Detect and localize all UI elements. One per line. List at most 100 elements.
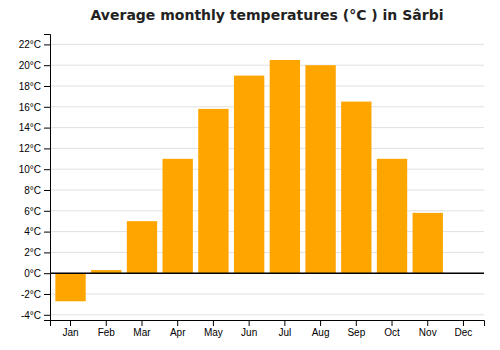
grid-line [50,273,484,274]
grid-line [50,44,484,45]
bar [198,109,228,273]
x-tick: Sep [347,320,365,338]
grid-line [50,86,484,87]
y-axis: -4°C -2°C 0°C 2°C 4°C 6°C 8°C 10°C 12°C 14°C 16°C 1… [19,35,51,321]
title: Average monthly temperatures (°C ) in Sâ… [91,7,444,23]
grid-line [50,148,484,149]
x-tick-mark [249,320,250,326]
x-tick-mark [106,320,107,326]
bar [234,76,264,274]
y-tick: 8°C [24,185,50,196]
x-tick-mark [284,320,285,326]
y-tick-label: 2°C [24,247,41,258]
x-tick-label: May [204,327,223,338]
x-tick-label: Feb [98,327,116,338]
y-tick-mark [44,128,50,129]
y-tick-mark [44,65,50,66]
y-axis-line [44,35,51,321]
grid-line [50,190,484,191]
grid-line [50,169,484,170]
y-tick-label: 20°C [19,60,41,71]
y-tick-label: 4°C [24,226,41,237]
y-tick-mark [44,190,50,191]
x-tick: Aug [312,320,330,338]
y-tick: 16°C [19,102,50,113]
y-tick-label: 14°C [19,122,41,133]
x-tick-mark [213,320,214,326]
y-tick: 20°C [19,60,50,71]
x-tick: May [204,320,223,338]
x-tick-label: Dec [455,327,473,338]
y-tick: 18°C [19,81,50,92]
x-tick: Dec [455,320,473,338]
y-tick-label: -2°C [21,289,41,300]
x-tick-mark [320,320,321,326]
y-tick: -2°C [21,289,50,300]
x-tick-mark [177,320,178,326]
y-tick-label: -4°C [21,310,41,321]
y-tick-label: 6°C [24,206,41,217]
x-tick-label: Jun [241,327,257,338]
y-tick-mark [44,211,50,212]
grid-line [50,65,484,66]
x-tick: Mar [133,320,151,338]
x-tick: Oct [384,320,400,338]
x-tick-mark [141,320,142,326]
grid-line [50,294,484,295]
plot-area: -4°C -2°C 0°C 2°C 4°C 6°C 8°C 10°C 12°C 14°C 16°C 1… [19,35,485,339]
x-tick: Jan [62,320,78,338]
y-tick-label: 12°C [19,143,41,154]
y-tick: 2°C [24,247,50,258]
x-tick-label: Apr [170,327,186,338]
y-tick-mark [44,294,50,295]
grid-line [50,127,484,128]
bar [413,213,443,273]
grid-line [50,210,484,211]
y-tick: 14°C [19,122,50,133]
grid [50,44,484,314]
x-tick-label: Sep [347,327,365,338]
x-tick-mark [70,320,71,326]
grid-line [50,106,484,107]
x-tick: Nov [419,320,437,338]
y-tick-mark [44,148,50,149]
x-tick-label: Jul [278,327,291,338]
y-tick-mark [44,273,50,274]
bar [163,159,193,273]
x-axis-line [51,321,485,327]
bar [127,221,157,273]
x-axis: Jan Feb Mar Apr May Jun Jul Aug Sep Oct Nov Dec [51,320,485,338]
y-tick-mark [44,169,50,170]
y-tick-mark [44,252,50,253]
x-tick-label: Nov [419,327,437,338]
x-tick-mark [427,320,428,326]
grid-line [50,314,484,315]
bars [50,60,484,301]
y-tick: 10°C [19,164,50,175]
x-tick-label: Jan [62,327,78,338]
y-tick-label: 0°C [24,268,41,279]
y-tick-mark [44,232,50,233]
y-tick-label: 16°C [19,102,41,113]
y-tick: 6°C [24,206,50,217]
x-tick-label: Oct [384,327,400,338]
x-tick-label: Aug [312,327,330,338]
y-tick-mark [44,107,50,108]
y-tick-mark [44,86,50,87]
y-tick: 0°C [24,268,50,279]
x-tick: Apr [170,320,186,338]
y-tick: 4°C [24,226,50,237]
bar [305,65,335,273]
y-tick: 12°C [19,143,50,154]
x-tick: Jul [278,320,291,338]
chart: -4°C -2°C 0°C 2°C 4°C 6°C 8°C 10°C 12°C 14°C 16°C 1… [0,0,500,350]
bar [341,102,371,274]
y-tick-mark [44,315,50,316]
x-tick-mark [392,320,393,326]
x-tick-mark [356,320,357,326]
x-tick: Feb [98,320,116,338]
y-tick: -4°C [21,310,50,321]
y-tick-label: 22°C [19,39,41,50]
y-tick-label: 10°C [19,164,41,175]
y-tick: 22°C [19,39,50,50]
